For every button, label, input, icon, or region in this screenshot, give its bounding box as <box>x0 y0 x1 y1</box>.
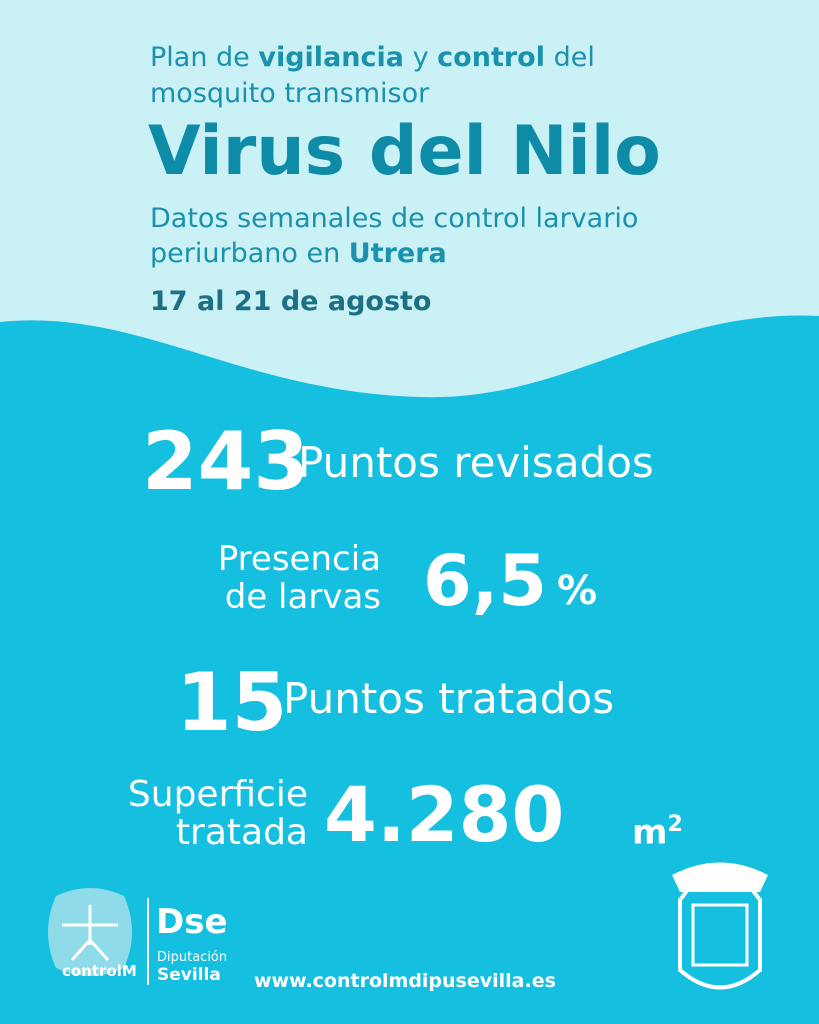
stat-label: Puntos tratados <box>283 674 615 723</box>
text: 2 <box>667 812 683 837</box>
stat-number: 15 <box>176 656 288 749</box>
stat-unit: m2 <box>632 812 683 852</box>
location: Utrera <box>348 238 447 269</box>
stat-unit: % <box>557 568 598 614</box>
text: y <box>412 42 429 73</box>
logo-text: Sevilla <box>157 965 221 985</box>
text: del <box>553 42 595 73</box>
text: periurbano en <box>150 238 341 269</box>
url: www.controlmdipusevilla.es <box>254 970 556 992</box>
stat-label: Puntos revisados <box>298 438 654 487</box>
stat-number: 6,5 <box>423 540 548 622</box>
description: Datos semanales de control larvario <box>150 203 639 234</box>
intro-line: Plan de vigilancia y control del <box>150 42 595 73</box>
subtitle: mosquito transmisor <box>150 78 430 109</box>
text: m <box>632 812 668 853</box>
text: tratada <box>175 812 308 853</box>
stat-label: Superficie tratada <box>128 776 308 852</box>
location-line: periurbano en Utrera <box>150 238 447 269</box>
dates: 17 al 21 de agosto <box>150 286 432 317</box>
stat-label: Presencia de larvas <box>218 540 381 616</box>
title: Virus del Nilo <box>148 112 661 191</box>
logo-text: Diputación <box>157 950 228 965</box>
stat-number: 4.280 <box>324 770 565 859</box>
logo-mark: Dse <box>156 902 228 942</box>
text: de larvas <box>224 577 381 617</box>
text: vigilancia <box>258 42 404 73</box>
text: Plan de <box>150 42 250 73</box>
text: control <box>437 42 545 73</box>
text: Superficie <box>127 774 308 815</box>
text: Presencia <box>217 539 381 579</box>
stat-number: 243 <box>142 415 309 508</box>
logo-text: controlM <box>62 962 137 980</box>
